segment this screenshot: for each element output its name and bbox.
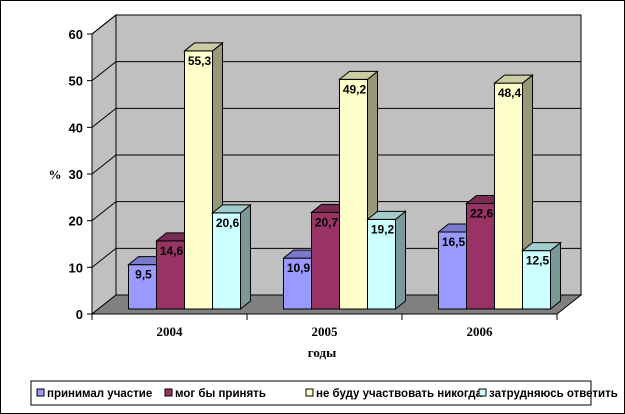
data-label: 20,7 — [315, 215, 339, 229]
data-label: 16,5 — [442, 235, 466, 249]
y-tick-label: 20 — [69, 214, 83, 229]
y-tick-label: 60 — [69, 27, 83, 42]
bar-side — [395, 210, 406, 311]
bar-top — [493, 74, 534, 84]
legend-swatch — [478, 388, 487, 397]
bar-front — [339, 78, 368, 310]
data-label: 22,6 — [470, 207, 494, 221]
y-tick-label: 50 — [69, 74, 83, 89]
data-label: 55,3 — [188, 54, 212, 68]
x-tick-label: 2005 — [312, 324, 339, 339]
gridline — [91, 61, 581, 82]
bar-top — [366, 210, 407, 220]
bar-front — [367, 218, 396, 310]
bar: 20,6 — [211, 203, 252, 311]
x-axis-title: годы — [308, 345, 336, 360]
legend-swatch — [36, 388, 45, 397]
data-label: 14,6 — [160, 244, 184, 258]
gridline — [91, 247, 581, 268]
gridline — [91, 107, 581, 128]
bar-front — [466, 203, 495, 310]
bar-top — [211, 204, 252, 214]
legend-label: не буду участвовать никогда — [316, 388, 483, 400]
bar-side — [240, 203, 251, 311]
data-label: 12,5 — [526, 254, 550, 268]
bar: 19,2 — [366, 210, 407, 311]
bar-front — [494, 82, 523, 310]
y-tick-label: 10 — [69, 260, 83, 275]
gridline — [91, 14, 581, 35]
bar-top — [183, 42, 224, 52]
data-label: 48,4 — [498, 86, 522, 100]
y-tick-label: 30 — [69, 167, 83, 182]
gridline — [91, 154, 581, 175]
x-tick-label: 2004 — [157, 324, 184, 339]
bar-front — [438, 231, 467, 310]
bar-top — [338, 70, 379, 80]
data-label: 9,5 — [135, 268, 152, 282]
legend-swatch — [164, 388, 173, 397]
axes-group: 0 10 20 30 40 50 60 2004 2005 2006 — [69, 27, 558, 339]
data-label: 10,9 — [287, 261, 311, 275]
bar-side — [550, 241, 561, 311]
legend-label: мог бы принять — [175, 388, 266, 400]
data-label: 19,2 — [371, 222, 395, 236]
y-tick-label: 40 — [69, 120, 83, 135]
bar: 12,5 — [521, 241, 562, 311]
data-label: 49,2 — [343, 82, 367, 96]
legend-label: затрудняюсь ответить — [489, 388, 618, 400]
bars-group: 9,5 14,6 55,3 20,6 10,9 20,7 49,2 19,2 16,5 22,6 4… — [127, 41, 562, 311]
y-tick-label: 0 — [76, 307, 83, 322]
y-axis-title: % — [49, 167, 62, 182]
legend-label: принимал участие — [47, 388, 152, 400]
bar-front — [184, 50, 213, 310]
legend-swatch — [305, 388, 314, 397]
x-tick-label: 2006 — [467, 324, 494, 339]
data-label: 20,6 — [216, 216, 240, 230]
legend: принимал участие мог бы принять не буду уч… — [30, 380, 618, 406]
bar-top — [521, 242, 562, 252]
gridline — [91, 201, 581, 222]
gridlines — [91, 14, 581, 268]
